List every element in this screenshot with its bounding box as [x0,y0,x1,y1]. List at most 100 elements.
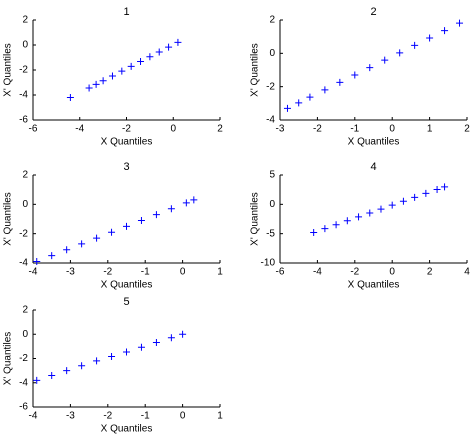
x-tick-label: 0 [170,124,176,135]
x-tick-label: 0 [180,267,186,278]
data-point [310,228,318,236]
data-point [295,99,303,107]
x-tick-label: -2 [103,267,112,278]
data-point [78,362,86,370]
data-point [190,196,198,204]
y-tick-label: 0 [22,199,28,210]
data-point [85,84,93,92]
x-tick-label: -4 [313,267,322,278]
data-point [127,62,135,70]
data-point [33,258,41,266]
x-tick-label: -2 [350,267,359,278]
x-tick-label: -3 [66,411,75,422]
data-point [456,19,464,27]
data-point [66,94,74,101]
data-point [396,49,404,57]
x-tick-label: -1 [141,267,150,278]
data-point [441,183,449,191]
y-tick-label: -6 [19,402,28,413]
x-tick-label: 1 [217,267,223,278]
data-point [174,38,182,46]
panel-title: 1 [123,6,129,18]
y-axis-label: X' Quantiles [3,192,14,246]
data-point [306,93,314,101]
data-point [63,367,71,375]
y-tick-label: 5 [269,170,275,181]
data-point [63,246,71,254]
panel-title: 3 [123,161,129,173]
data-point [152,211,160,219]
data-point [355,213,363,221]
x-tick-label: -2 [122,124,131,135]
x-tick-label: -1 [141,411,150,422]
y-tick-label: 0 [22,40,28,51]
x-tick-label: 1 [217,411,223,422]
data-point [165,43,173,51]
x-tick-label: -6 [29,124,38,135]
data-point [48,371,56,379]
y-axis-label: X' Quantiles [250,43,261,97]
x-tick-label: -1 [350,124,359,135]
y-tick-label: -4 [19,90,28,101]
y-tick-label: -4 [19,258,28,269]
x-tick-label: -4 [29,411,38,422]
x-tick-label: 4 [464,267,470,278]
data-point [399,197,407,205]
data-point [108,72,116,80]
panel-title: 5 [123,296,129,308]
x-axis-label: X Quantiles [348,280,400,291]
y-axis-label: X' Quantiles [3,332,14,386]
y-tick-label: 0 [22,329,28,340]
data-point [426,34,434,42]
x-tick-label: -3 [276,124,285,135]
data-point [108,353,116,361]
y-axis-label: X' Quantiles [3,43,14,97]
data-point [137,216,145,224]
data-point [78,240,86,248]
data-point [123,348,130,356]
y-tick-label: 0 [269,199,275,210]
data-point [179,330,187,338]
data-point [137,343,145,351]
x-tick-label: 1 [427,124,433,135]
data-point [411,41,419,49]
data-point [108,228,116,236]
y-tick-label: -2 [19,228,28,239]
data-point [155,48,163,56]
y-tick-label: 2 [22,170,28,181]
y-tick-label: 2 [22,15,28,26]
x-tick-label: 2 [217,124,223,135]
data-point [182,199,190,207]
x-tick-label: -2 [103,411,112,422]
y-tick-label: -4 [266,115,275,126]
y-axis-label: X' Quantiles [250,192,261,246]
data-point [93,357,101,365]
y-tick-label: 0 [269,48,275,59]
data-point [146,53,154,61]
data-point [167,334,175,342]
x-tick-label: 2 [464,124,470,135]
x-axis-label: X Quantiles [101,137,153,148]
x-axis-label: X Quantiles [101,280,153,291]
x-tick-label: 0 [389,267,395,278]
data-point [167,205,175,213]
y-tick-label: -2 [19,353,28,364]
y-tick-label: -5 [266,228,275,239]
data-point [377,205,385,213]
data-point [48,252,56,260]
x-tick-label: 0 [180,411,186,422]
x-tick-label: 0 [389,124,395,135]
data-point [92,80,100,88]
y-tick-label: -2 [19,65,28,76]
data-point [433,186,441,194]
y-tick-label: 2 [22,305,28,316]
y-tick-label: -6 [19,115,28,126]
data-point [366,209,374,217]
data-point [351,71,359,79]
data-point [411,193,419,201]
data-point [343,217,351,225]
x-axis-label: X Quantiles [101,424,153,435]
data-point [118,67,126,75]
data-point [93,234,101,242]
